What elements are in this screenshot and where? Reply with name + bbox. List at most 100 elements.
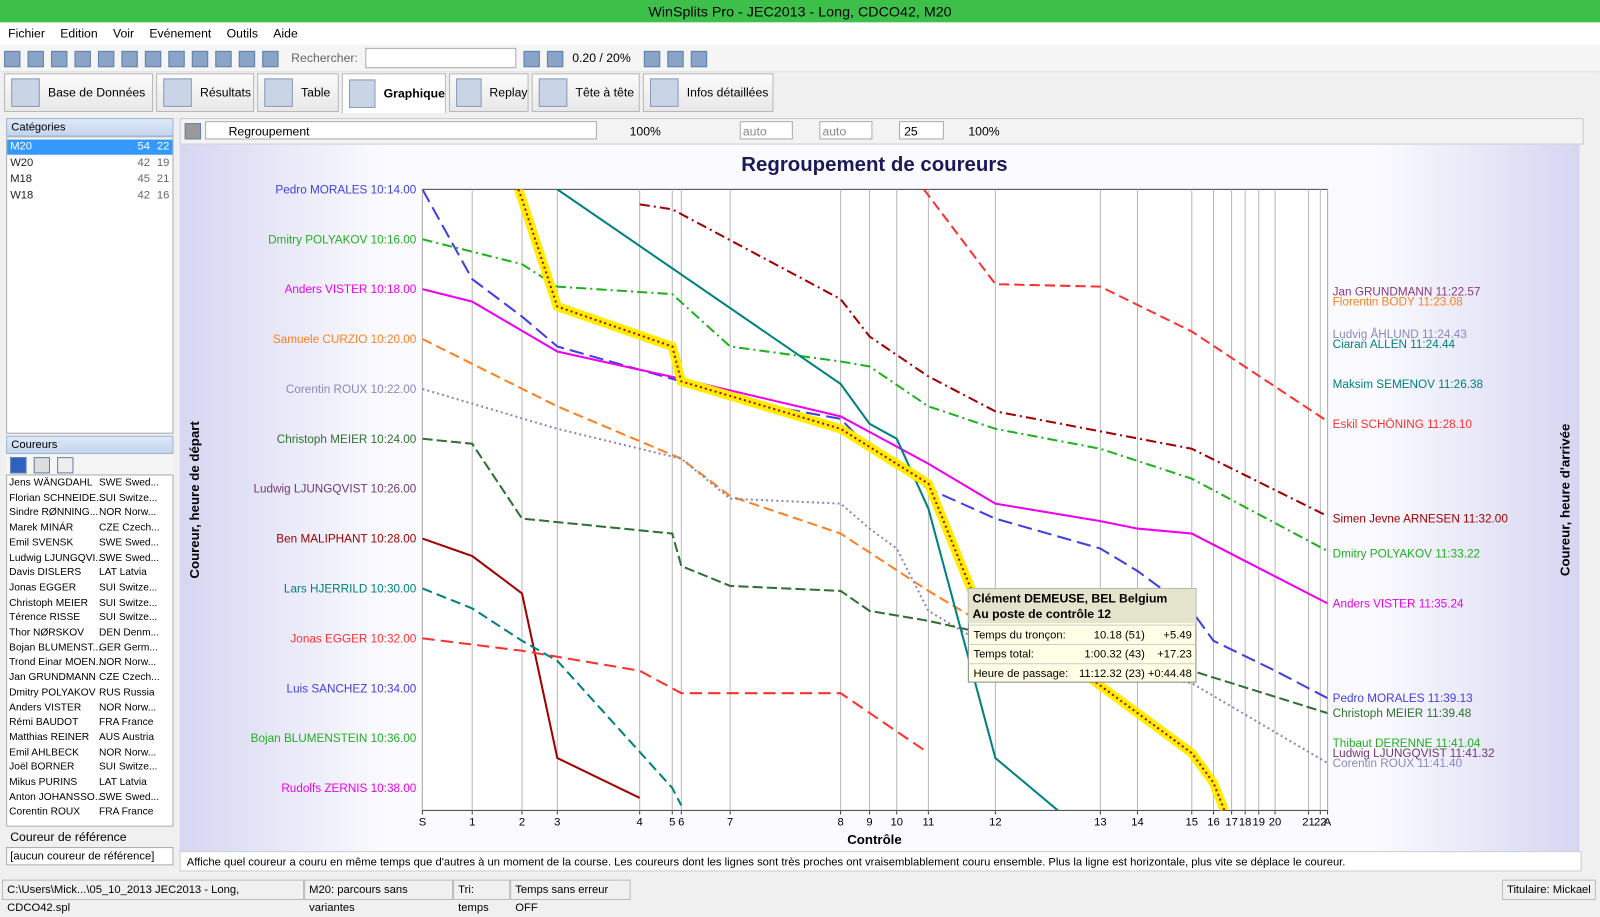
runner-club: AUS Austria: [98, 731, 155, 744]
tooltip-cell: +5.49: [1163, 629, 1191, 641]
tab[interactable]: Table: [257, 73, 339, 112]
runner-club: SWE Swed...: [98, 791, 160, 803]
runner-row[interactable]: Jan GRUNDMANN CZE Czech...: [7, 670, 159, 685]
runners-toolbar: [6, 454, 174, 475]
runner-club: NOR Norw...: [98, 507, 157, 519]
runner-line: [556, 189, 1059, 811]
start-label: Anders VISTER 10:18.00: [285, 283, 417, 296]
x-tick-label: 21: [1302, 817, 1314, 829]
status-item: M20: parcours sans variantes: [304, 879, 454, 914]
runner-row[interactable]: Corentin ROUX FRA France: [7, 805, 158, 820]
end-label: Ludwig LJUNGQVIST 11:41.32: [1333, 747, 1495, 760]
runner-row[interactable]: Jonas EGGER SUI Switze...: [7, 580, 158, 595]
runner-row[interactable]: Thor NØRSKOV DEN Denm...: [7, 625, 159, 640]
xmin-input[interactable]: auto: [739, 121, 793, 140]
runner-row[interactable]: Ludwig LJUNGQVI... SWE Swed...: [7, 550, 159, 565]
runner-row[interactable]: Anton JOHANSSO... SWE Swed...: [7, 790, 160, 805]
x-tick-label: 9: [866, 817, 872, 829]
runner-row[interactable]: Davis DISLERS LAT Latvia: [7, 565, 158, 580]
tooltip-cell: 11:12.32 (23): [1079, 668, 1145, 680]
runner-row[interactable]: Florian SCHNEIDE... SUI Switze...: [7, 490, 158, 505]
menu-item[interactable]: Outils: [226, 26, 258, 41]
runner-row[interactable]: Térence RISSE SUI Switze...: [7, 610, 158, 625]
runner-row[interactable]: Mikus PURINS LAT Latvia: [7, 775, 158, 790]
x-tick-label: 5: [669, 817, 675, 829]
tab-label: Base de Données: [47, 85, 146, 100]
runner-name: Anders VISTER: [9, 701, 82, 714]
menu-item[interactable]: Voir: [112, 26, 135, 41]
tab[interactable]: Tête à tête: [531, 73, 640, 112]
runner-row[interactable]: Jens WÄNGDAHL SWE Swed...: [7, 475, 160, 490]
start-label: Dmitry POLYAKOV 10:16.00: [268, 233, 417, 246]
runner-row[interactable]: Marek MINÁR CZE Czech...: [7, 520, 159, 535]
runner-row[interactable]: Bojan BLUMENST... GER Germ...: [7, 640, 158, 655]
category-cell: 42: [137, 189, 150, 202]
runner-line: [422, 387, 1328, 764]
menu-item[interactable]: Aide: [273, 26, 298, 41]
menu-item[interactable]: Edition: [60, 26, 98, 41]
search-input[interactable]: [365, 47, 517, 69]
runner-line: [639, 203, 1328, 518]
end-label: Eskil SCHÖNING 11:28.10: [1333, 418, 1473, 431]
runner-row[interactable]: Christoph MEIER SUI Switze...: [7, 595, 158, 610]
category-row[interactable]: M18 45 21: [7, 172, 172, 187]
runner-row[interactable]: Emil SVENSK SWE Swed...: [7, 535, 160, 550]
runner-club: GER Germ...: [98, 642, 158, 654]
panel-header: Coureurs: [6, 435, 174, 455]
runner-club: FRA France: [98, 806, 154, 818]
category-cell: 54: [137, 140, 150, 153]
xmax-input[interactable]: auto: [819, 121, 873, 140]
runner-line: [422, 338, 996, 632]
x-tick-label: 15: [1186, 817, 1198, 829]
runner-row[interactable]: Anders VISTER NOR Norw...: [7, 700, 158, 715]
runner-row[interactable]: Rémi BAUDOT FRA France: [7, 715, 158, 730]
category-row[interactable]: W18 42 16: [7, 188, 172, 203]
runner-name: Corentin ROUX: [9, 806, 81, 818]
category-row[interactable]: M20 54 22: [7, 139, 173, 155]
runner-row[interactable]: Joël BORNER SUI Switze...: [7, 760, 158, 775]
category-row[interactable]: W20 42 19: [7, 156, 172, 171]
runner-name: Rémi BAUDOT: [9, 716, 79, 729]
status-item: Tri: temps: [453, 879, 511, 914]
x-tick-label: 13: [1094, 817, 1106, 829]
runner-club: NOR Norw...: [98, 657, 157, 669]
runner-row[interactable]: Sindre RØNNING... NOR Norw...: [7, 505, 158, 520]
menu-item[interactable]: Evénement: [149, 26, 212, 41]
x-tick-label: 18: [1239, 817, 1251, 829]
runners-panel: Coureurs Jens WÄNGDAHL SWE Swed... Florian…: [6, 435, 174, 866]
tab[interactable]: Résultats: [156, 73, 255, 112]
start-label: Lars HJERRILD 10:30.00: [284, 583, 417, 596]
status-item: C:\Users\Mick...\05_10_2013 JEC2013 - Lo…: [2, 879, 305, 914]
runner-name: Anton JOHANSSO...: [9, 791, 104, 803]
start-label: Jonas EGGER 10:32.00: [290, 632, 416, 645]
runner-club: SWE Swed...: [98, 477, 160, 489]
tab[interactable]: Base de Données: [4, 73, 154, 112]
runner-club: SWE Swed...: [98, 537, 160, 549]
x-tick-label: S: [419, 817, 426, 829]
runner-row[interactable]: Matthias REINER AUS Austria: [7, 730, 158, 745]
runner-name: Dmitry POLYAKOV: [9, 687, 96, 699]
end-label: Dmitry POLYAKOV 11:33.22: [1333, 548, 1480, 561]
tab-label: Table: [301, 85, 331, 100]
runner-name: Trond Einar MOEN...: [9, 657, 105, 669]
tab[interactable]: Infos détaillées: [642, 73, 774, 112]
tab[interactable]: Graphique: [341, 73, 446, 114]
runner-row[interactable]: Trond Einar MOEN... NOR Norw...: [7, 655, 158, 670]
zoom-value[interactable]: 100%: [629, 124, 661, 139]
x-tick-label: 2: [519, 817, 525, 829]
category-cell: 21: [156, 173, 170, 186]
x-tick-label: A: [1324, 817, 1332, 829]
reference-combo[interactable]: [aucun coureur de référence]: [6, 847, 174, 866]
end-label: Simen Jevne ARNESEN 11:32.00: [1333, 513, 1509, 526]
tooltip-cell: 1:00.32 (43): [1084, 649, 1145, 661]
opacity-value[interactable]: 100%: [968, 124, 1000, 139]
menu-item[interactable]: Fichier: [8, 26, 45, 41]
toolbar: Rechercher: 0.20 / 20%: [0, 44, 1600, 73]
step-input[interactable]: 25: [898, 121, 944, 140]
tab[interactable]: Replay: [448, 73, 529, 112]
runner-row[interactable]: Dmitry POLYAKOV RUS Russia: [7, 685, 158, 700]
runner-line: [422, 288, 1328, 605]
runner-row[interactable]: Emil AHLBECK NOR Norw...: [7, 745, 158, 760]
runner-line: [422, 537, 641, 799]
mode-combo[interactable]: Regroupement: [205, 121, 597, 140]
